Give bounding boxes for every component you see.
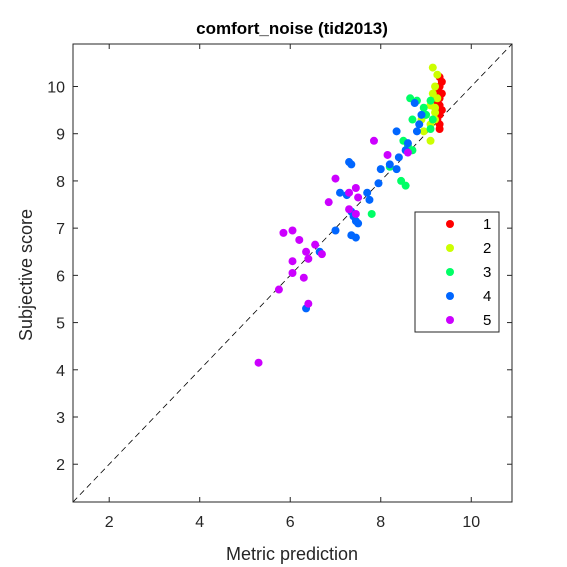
reference-diagonal-line: [72, 43, 513, 503]
data-point-series-3-3: [426, 96, 435, 105]
data-point-series-5-4: [324, 198, 333, 207]
data-point-series-4-3: [412, 127, 421, 136]
y-tick-label-2: 2: [56, 457, 65, 474]
legend-marker-4: [446, 292, 454, 300]
data-point-series-2-11: [431, 108, 440, 117]
data-point-series-3-6: [428, 115, 437, 124]
y-tick-label-4: 4: [56, 363, 65, 380]
data-point-series-3-2: [419, 103, 428, 112]
x-tick-label-6: 6: [286, 514, 295, 531]
x-tick-label-4: 4: [195, 514, 204, 531]
data-point-series-4-0: [410, 99, 419, 108]
data-point-series-3-7: [408, 115, 417, 124]
data-point-series-5-22: [279, 228, 288, 237]
data-point-series-5-2: [369, 136, 378, 145]
data-point-series-4-26: [365, 195, 374, 204]
data-point-series-4-1: [417, 110, 426, 119]
data-point-series-4-21: [331, 226, 340, 235]
data-point-series-4-23: [351, 233, 360, 242]
x-tick-label-10: 10: [462, 514, 480, 531]
data-point-series-5-11: [295, 235, 304, 244]
plot-area: 2 4 6 8 10 2 3 4 5 6 7 8 9 10 1 2 3 4 5: [47, 43, 513, 531]
data-point-series-5-18: [299, 273, 308, 282]
data-point-series-5-13: [311, 240, 320, 249]
data-point-series-5-9: [351, 209, 360, 218]
data-point-series-4-6: [392, 127, 401, 136]
legend-label-3: 3: [483, 264, 491, 281]
y-axis-label: Subjective score: [16, 209, 36, 341]
legend-label-5: 5: [483, 312, 491, 329]
data-point-series-4-14: [345, 158, 354, 167]
y-tick-label-9: 9: [56, 127, 65, 144]
data-point-series-3-14: [367, 209, 376, 218]
legend-marker-5: [446, 316, 454, 324]
data-point-series-5-7: [354, 193, 363, 202]
data-point-series-4-10: [376, 165, 385, 174]
data-point-series-5-15: [288, 257, 297, 266]
data-point-series-4-16: [336, 188, 345, 197]
x-tick-label-2: 2: [105, 514, 114, 531]
data-point-series-4-4: [403, 139, 412, 148]
data-point-series-5-12: [302, 247, 311, 256]
y-tick-label-10: 10: [47, 79, 65, 96]
x-axis-label: Metric prediction: [226, 544, 358, 564]
data-point-series-4-12: [363, 188, 372, 197]
axes-box: [72, 43, 513, 503]
data-point-series-3-13: [401, 181, 410, 190]
data-point-series-5-17: [288, 269, 297, 277]
legend-label-1: 1: [483, 216, 491, 233]
data-point-series-4-20: [354, 219, 363, 228]
data-point-series-1-12: [435, 124, 444, 133]
data-point-series-3-5: [426, 124, 435, 133]
legend-box: [414, 211, 500, 333]
data-point-series-5-6: [351, 184, 360, 193]
data-point-series-5-14: [317, 250, 326, 259]
data-point-series-5-3: [331, 174, 340, 183]
y-tick-label-3: 3: [56, 410, 65, 427]
data-point-series-5-1: [383, 150, 392, 159]
data-point-series-2-13: [419, 127, 428, 136]
data-point-series-2-1: [433, 70, 442, 79]
legend-marker-3: [446, 268, 454, 276]
data-point-series-4-8: [385, 160, 394, 169]
data-point-series-5-16: [304, 254, 313, 263]
data-point-series-2-0: [428, 63, 437, 72]
data-point-series-4-2: [415, 120, 424, 129]
y-tick-label-5: 5: [56, 316, 65, 333]
y-tick-label-8: 8: [56, 174, 65, 191]
data-point-series-5-21: [254, 358, 263, 367]
legend-marker-1: [446, 220, 454, 228]
data-point-series-2-12: [426, 136, 435, 145]
x-tick-label-8: 8: [376, 514, 385, 531]
legend-label-2: 2: [483, 240, 491, 257]
legend-marker-2: [446, 244, 454, 252]
data-point-series-4-7: [394, 153, 403, 162]
legend-label-4: 4: [483, 288, 491, 305]
data-point-series-5-19: [274, 285, 283, 294]
data-point-series-4-9: [392, 165, 401, 174]
data-point-series-5-20: [304, 299, 313, 308]
data-point-series-5-5: [345, 188, 354, 197]
y-tick-label-6: 6: [56, 268, 65, 285]
data-point-series-4-11: [374, 179, 383, 188]
y-tick-label-7: 7: [56, 221, 65, 238]
data-point-series-5-10: [288, 226, 297, 235]
data-point-series-5-8: [345, 205, 354, 214]
data-point-series-5-0: [403, 148, 412, 157]
data-point-series-2-4: [433, 94, 442, 103]
chart-title: comfort_noise (tid2013): [196, 19, 388, 38]
data-point-series-2-2: [431, 82, 440, 91]
